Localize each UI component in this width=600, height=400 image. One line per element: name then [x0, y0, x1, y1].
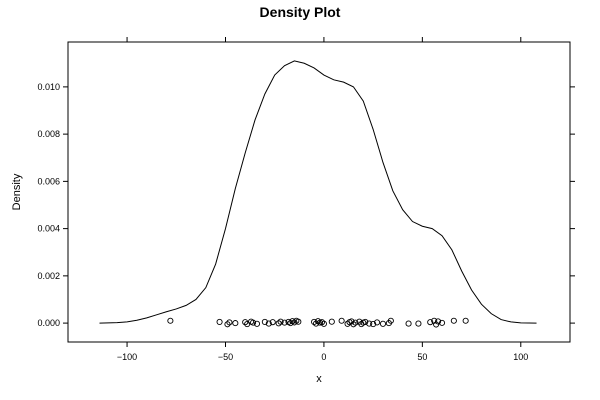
plot-frame [67, 41, 571, 343]
data-point [277, 318, 284, 325]
axis-ticks [63, 37, 575, 347]
data-point [291, 319, 298, 326]
data-point [249, 319, 257, 326]
y-tick-label: 0.000 [37, 318, 60, 328]
x-tick-label: 100 [513, 352, 528, 362]
data-point [167, 317, 174, 324]
density-curve [99, 60, 537, 324]
data-point [366, 320, 373, 327]
y-tick-label: 0.002 [37, 271, 60, 281]
data-point [281, 319, 288, 326]
y-tick-label: 0.008 [37, 129, 60, 139]
axis-tick-labels: −100 −50 0 50 100 0.000 0.002 0.004 0.006 0.008 0.… [37, 82, 528, 362]
y-tick-label: 0.006 [37, 176, 60, 186]
data-point [328, 318, 335, 325]
x-tick-label: 50 [417, 352, 427, 362]
rug-points [167, 317, 469, 328]
y-tick-label: 0.010 [37, 82, 60, 92]
x-axis-label: x [316, 373, 322, 385]
y-tick-label: 0.004 [37, 224, 60, 234]
data-point [242, 319, 249, 326]
data-point [287, 320, 294, 327]
chart-title: Density Plot [260, 4, 341, 20]
data-point [232, 320, 239, 327]
x-tick-label: −50 [218, 352, 233, 362]
data-point [338, 317, 345, 324]
data-point [224, 321, 231, 328]
data-point [318, 319, 326, 326]
data-point [269, 319, 276, 326]
data-point [405, 320, 412, 327]
data-point [352, 319, 359, 326]
data-point [450, 317, 457, 324]
data-point [311, 318, 318, 325]
data-point [320, 320, 327, 327]
data-point [216, 318, 223, 325]
data-point [295, 318, 302, 325]
x-tick-label: 0 [321, 352, 326, 362]
data-point [433, 321, 440, 328]
data-point [350, 321, 357, 328]
data-point [427, 319, 434, 326]
data-point [226, 319, 233, 326]
data-point [370, 320, 377, 328]
data-point [379, 320, 387, 327]
data-point [438, 319, 446, 326]
data-point [435, 318, 442, 325]
data-point [265, 320, 272, 327]
data-point [374, 319, 381, 326]
data-point [275, 320, 282, 327]
data-point [253, 320, 261, 327]
x-tick-label: −100 [117, 352, 137, 362]
y-axis-label: Density [11, 173, 23, 210]
data-point [387, 317, 394, 324]
data-point [415, 320, 422, 327]
data-point [261, 318, 268, 325]
data-point [362, 318, 369, 325]
data-point [462, 317, 469, 324]
